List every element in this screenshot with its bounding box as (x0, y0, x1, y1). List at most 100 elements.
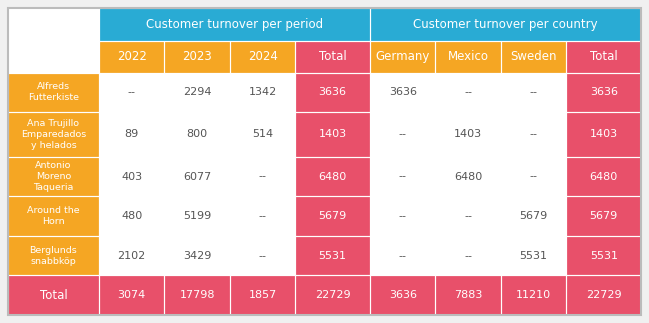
Bar (370, 73, 435, 112)
Text: 2102: 2102 (117, 251, 146, 261)
Bar (501, 41, 567, 73)
Bar (99, 276, 164, 315)
Bar (295, 112, 370, 157)
Bar (370, 276, 435, 315)
Bar (8, 276, 99, 315)
Bar (567, 112, 641, 157)
Bar (435, 73, 501, 112)
Bar (230, 112, 295, 157)
Bar (8, 236, 99, 276)
Bar (435, 157, 501, 196)
Text: 403: 403 (121, 172, 142, 182)
Text: --: -- (398, 211, 407, 221)
Bar (567, 73, 641, 112)
Text: 1403: 1403 (319, 130, 347, 140)
Bar (164, 276, 230, 315)
Text: --: -- (398, 172, 407, 182)
Bar (164, 41, 230, 73)
Text: 1857: 1857 (249, 290, 276, 300)
Bar (8, 157, 99, 196)
Bar (164, 73, 230, 112)
Bar (567, 196, 641, 236)
Bar (99, 196, 164, 236)
Bar (567, 112, 641, 157)
Bar (164, 236, 230, 276)
Text: 6077: 6077 (183, 172, 212, 182)
Text: 3636: 3636 (319, 87, 347, 97)
Text: Total: Total (590, 50, 618, 63)
Text: 2023: 2023 (182, 50, 212, 63)
Bar (435, 157, 501, 196)
Text: 5531: 5531 (590, 251, 618, 261)
Text: 3636: 3636 (389, 87, 417, 97)
Text: 514: 514 (252, 130, 273, 140)
Bar (370, 196, 435, 236)
Text: --: -- (259, 211, 267, 221)
Text: 5679: 5679 (319, 211, 347, 221)
Bar (295, 73, 370, 112)
Bar (99, 41, 164, 73)
Bar (370, 41, 435, 73)
Bar (230, 236, 295, 276)
Text: --: -- (530, 87, 537, 97)
Bar (295, 236, 370, 276)
Text: --: -- (464, 251, 472, 261)
Text: Antonio
Moreno
Taqueria: Antonio Moreno Taqueria (33, 161, 74, 192)
Bar (230, 276, 295, 315)
Text: 5531: 5531 (319, 251, 347, 261)
Bar (8, 157, 99, 196)
Bar (230, 196, 295, 236)
Bar (99, 8, 370, 41)
Bar (230, 41, 295, 73)
Bar (567, 196, 641, 236)
Text: 480: 480 (121, 211, 142, 221)
Bar (370, 112, 435, 157)
Bar (164, 73, 230, 112)
Bar (99, 236, 164, 276)
Bar (435, 276, 501, 315)
Bar (370, 8, 641, 41)
Bar (295, 157, 370, 196)
Bar (230, 41, 295, 73)
Bar (99, 112, 164, 157)
Bar (99, 73, 164, 112)
Bar (435, 112, 501, 157)
Text: Total: Total (40, 289, 67, 302)
Text: Around the
Horn: Around the Horn (27, 206, 80, 226)
Text: 3636: 3636 (590, 87, 618, 97)
Bar (370, 8, 641, 41)
Text: --: -- (398, 251, 407, 261)
Bar (295, 73, 370, 112)
Bar (435, 236, 501, 276)
Bar (370, 196, 435, 236)
Bar (99, 157, 164, 196)
Bar (164, 236, 230, 276)
Bar (230, 276, 295, 315)
Bar (230, 236, 295, 276)
Bar (501, 157, 567, 196)
Bar (99, 8, 370, 41)
Bar (230, 73, 295, 112)
Bar (99, 157, 164, 196)
Bar (370, 157, 435, 196)
Bar (8, 112, 99, 157)
Bar (8, 73, 99, 112)
Bar (501, 112, 567, 157)
Text: --: -- (464, 87, 472, 97)
Text: --: -- (464, 211, 472, 221)
Text: 7883: 7883 (454, 290, 482, 300)
Bar (435, 276, 501, 315)
Bar (435, 41, 501, 73)
Text: Customer turnover per period: Customer turnover per period (146, 18, 323, 31)
Bar (370, 276, 435, 315)
Text: 1403: 1403 (454, 130, 482, 140)
Bar (567, 276, 641, 315)
Text: 5679: 5679 (589, 211, 618, 221)
Text: 89: 89 (125, 130, 139, 140)
Bar (8, 276, 99, 315)
Bar (567, 276, 641, 315)
Bar (501, 73, 567, 112)
Bar (99, 112, 164, 157)
Bar (567, 41, 641, 73)
Text: Total: Total (319, 50, 347, 63)
